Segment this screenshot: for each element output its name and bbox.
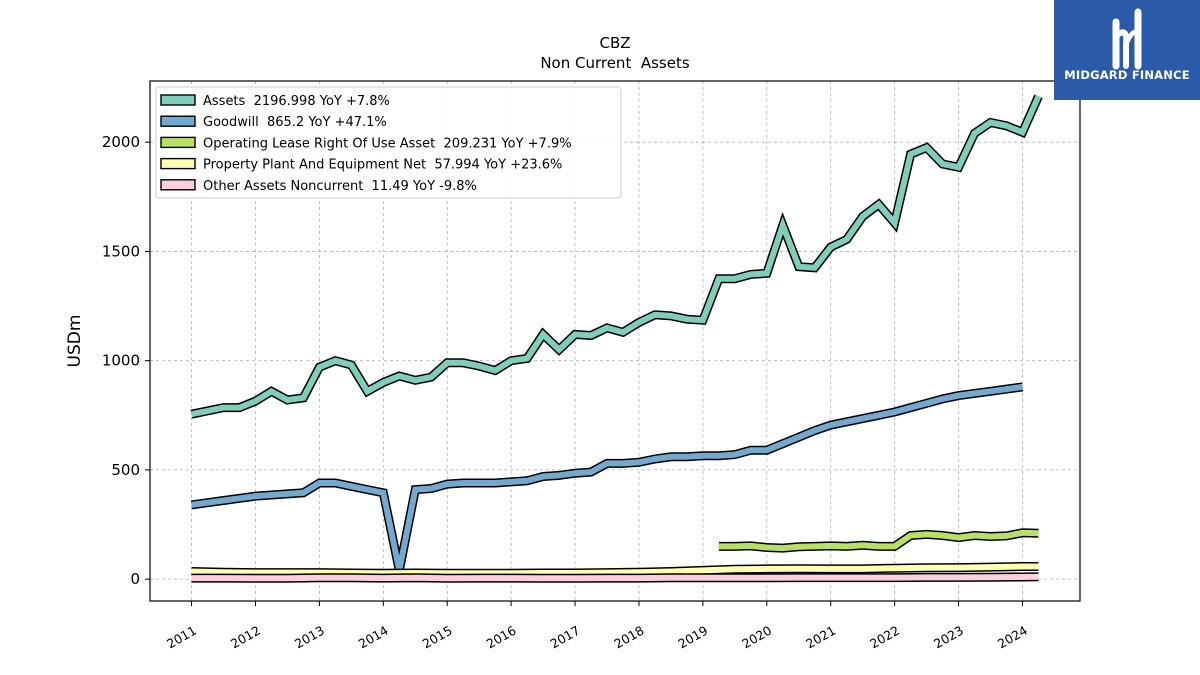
grid bbox=[150, 81, 1080, 601]
series-line bbox=[718, 529, 1039, 552]
x-tick-label: 2021 bbox=[803, 623, 838, 652]
x-tick-label: 2016 bbox=[484, 623, 519, 652]
x-tick-label: 2012 bbox=[228, 623, 263, 652]
brand-name: MIDGARD FINANCE bbox=[1064, 68, 1190, 82]
x-tick-label: 2015 bbox=[420, 623, 455, 652]
legend-label: Assets 2196.998 YoY +7.8% bbox=[203, 94, 390, 109]
x-tick-label: 2024 bbox=[995, 623, 1030, 652]
legend-swatch bbox=[160, 115, 196, 127]
legend-swatch bbox=[160, 179, 196, 191]
x-tick-label: 2014 bbox=[356, 623, 391, 652]
legend-label: Property Plant And Equipment Net 57.994 … bbox=[203, 158, 562, 173]
y-tick-label: 500 bbox=[111, 461, 140, 479]
legend-label: Operating Lease Right Of Use Asset 209.2… bbox=[203, 136, 572, 151]
y-tick-label: 1000 bbox=[102, 352, 140, 370]
y-axis-label: USDm bbox=[65, 315, 85, 368]
legend-label: Other Assets Noncurrent 11.49 YoY -9.8% bbox=[203, 179, 477, 194]
midgard-logo-icon bbox=[1112, 8, 1142, 70]
y-tick-label: 1500 bbox=[102, 242, 140, 260]
chart-subtitle: Non Current Assets bbox=[540, 54, 690, 72]
x-tick-label: 2019 bbox=[675, 623, 710, 652]
x-tick-label: 2013 bbox=[292, 623, 327, 652]
series-line bbox=[191, 383, 1023, 572]
legend-label: Goodwill 865.2 YoY +47.1% bbox=[203, 115, 387, 130]
x-tick-label: 2022 bbox=[867, 623, 902, 652]
series-lines bbox=[190, 94, 1043, 583]
brand-logo: MIDGARD FINANCE bbox=[1054, 0, 1200, 100]
x-tick-label: 2017 bbox=[548, 623, 583, 652]
chart-title: CBZ bbox=[599, 34, 630, 52]
x-tick-label: 2018 bbox=[611, 623, 646, 652]
series-line bbox=[190, 95, 1042, 418]
legend-swatch bbox=[160, 157, 196, 170]
legend-swatch bbox=[160, 94, 196, 106]
x-tick-label: 2023 bbox=[931, 623, 966, 652]
series-line bbox=[191, 573, 1039, 582]
y-tick-label: 2000 bbox=[102, 133, 140, 151]
series-line bbox=[191, 563, 1039, 577]
legend: Assets 2196.998 YoY +7.8% Goodwill 865.2 … bbox=[155, 86, 622, 199]
x-tick-label: 2011 bbox=[164, 623, 199, 652]
plot-frame bbox=[149, 80, 1081, 602]
x-tick-label: 2020 bbox=[739, 623, 774, 652]
y-tick-label: 0 bbox=[130, 570, 140, 588]
legend-box bbox=[155, 86, 622, 199]
legend-swatch bbox=[160, 136, 196, 149]
